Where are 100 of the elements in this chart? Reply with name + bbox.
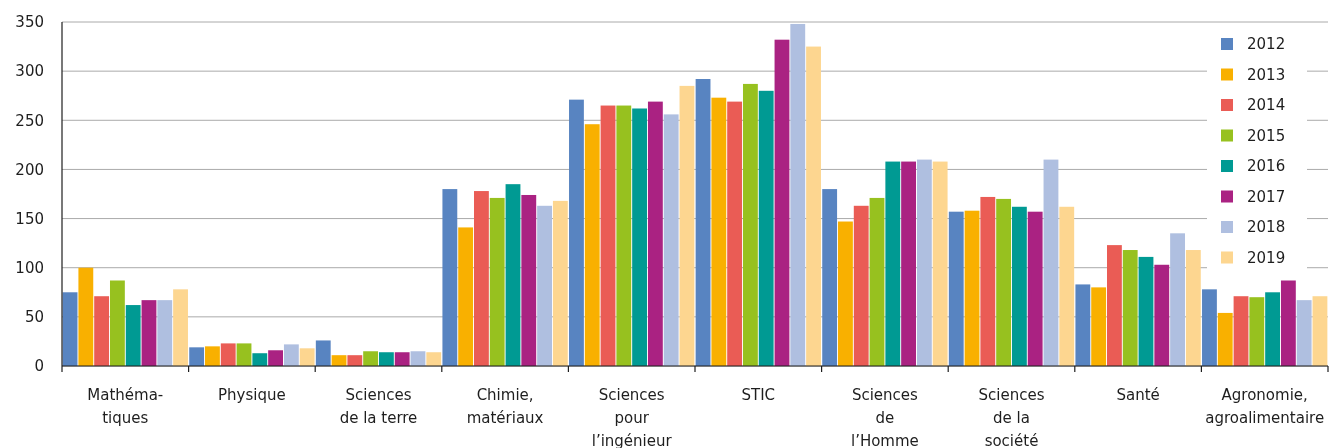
bar [347, 355, 363, 366]
bar [1091, 287, 1107, 366]
bar [1043, 159, 1059, 366]
bar [94, 296, 110, 366]
bar [584, 124, 600, 366]
bar [442, 189, 458, 366]
bar [869, 197, 885, 366]
bar [679, 85, 695, 366]
bar [1265, 292, 1281, 366]
bar [1233, 296, 1249, 366]
bar [378, 352, 394, 366]
bar [885, 161, 901, 366]
bar [1202, 289, 1217, 366]
bar [426, 352, 442, 366]
legend-label: 2013 [1247, 65, 1286, 84]
legend-label: 2016 [1247, 157, 1286, 176]
bar [790, 23, 806, 366]
bar [62, 292, 78, 366]
bar [141, 300, 157, 366]
bar [1185, 250, 1201, 366]
bar [727, 101, 743, 366]
bar [236, 343, 252, 366]
bar [838, 221, 853, 366]
bar [1027, 211, 1043, 366]
bar [964, 210, 980, 366]
bar [173, 289, 188, 366]
bar [489, 197, 505, 366]
bar [980, 196, 996, 366]
bar [695, 79, 711, 366]
bar [1059, 206, 1075, 366]
bar [1107, 245, 1122, 366]
bar [521, 194, 537, 366]
bar [1122, 250, 1138, 366]
x-tick-label: Sciences de l’Homme [850, 386, 919, 448]
legend-label: 2012 [1247, 35, 1286, 54]
bar [916, 159, 932, 366]
bar [1138, 256, 1154, 366]
bar [901, 161, 916, 366]
bar [600, 105, 616, 366]
bar [853, 205, 869, 366]
bar [283, 344, 299, 366]
bar [474, 191, 489, 366]
y-tick-label: 100 [15, 258, 44, 277]
bar [505, 184, 521, 366]
bar [1217, 312, 1233, 366]
bar [616, 105, 632, 366]
y-tick-label: 350 [15, 13, 44, 32]
bar [632, 108, 648, 366]
bar [1296, 300, 1312, 366]
bar [1154, 264, 1170, 366]
bar [663, 114, 679, 366]
bar [189, 347, 205, 366]
bar [932, 161, 948, 366]
bar [996, 198, 1012, 366]
bar [569, 99, 584, 366]
bar [252, 353, 268, 366]
bar [458, 227, 474, 366]
bar [125, 305, 141, 366]
bar [806, 46, 821, 366]
legend-label: 2018 [1247, 218, 1286, 237]
legend-label: 2015 [1247, 126, 1286, 145]
bar [742, 83, 758, 366]
x-tick-label: Sciences de la société [978, 386, 1045, 448]
bar [1249, 297, 1265, 366]
bar [205, 346, 220, 366]
x-tick-label: Santé [1116, 386, 1160, 404]
bar [394, 352, 410, 366]
bar [299, 348, 315, 366]
bar [948, 211, 964, 366]
bar [552, 200, 568, 366]
bar [220, 343, 236, 366]
y-tick-label: 300 [15, 62, 44, 81]
legend-label: 2014 [1247, 96, 1286, 115]
bar [109, 280, 125, 366]
legend-label: 2017 [1247, 187, 1286, 206]
x-tick-label: Chimie, matériaux [466, 386, 544, 427]
bar [1011, 206, 1027, 366]
y-tick-label: 0 [34, 357, 44, 376]
bar [711, 97, 727, 366]
x-tick-label: STIC [741, 386, 776, 404]
legend-label: 2019 [1247, 248, 1286, 267]
bar [758, 90, 774, 366]
x-tick-label: Physique [218, 386, 286, 404]
x-tick-label: Sciences de la terre [339, 386, 418, 427]
bar [78, 267, 94, 366]
y-tick-label: 50 [24, 308, 44, 327]
bar [1170, 233, 1185, 366]
bar [1312, 296, 1328, 366]
bar [537, 205, 552, 366]
bar [774, 39, 790, 366]
bar [1075, 284, 1091, 366]
bar [822, 189, 838, 366]
x-tick-label: Agronomie, agroalimentaire [1205, 386, 1325, 427]
bar [157, 300, 173, 366]
y-tick-label: 250 [15, 111, 44, 130]
bar [1280, 280, 1296, 366]
bar [268, 350, 283, 366]
y-tick-label: 150 [15, 209, 44, 228]
bar [363, 351, 379, 366]
bar [647, 101, 663, 366]
